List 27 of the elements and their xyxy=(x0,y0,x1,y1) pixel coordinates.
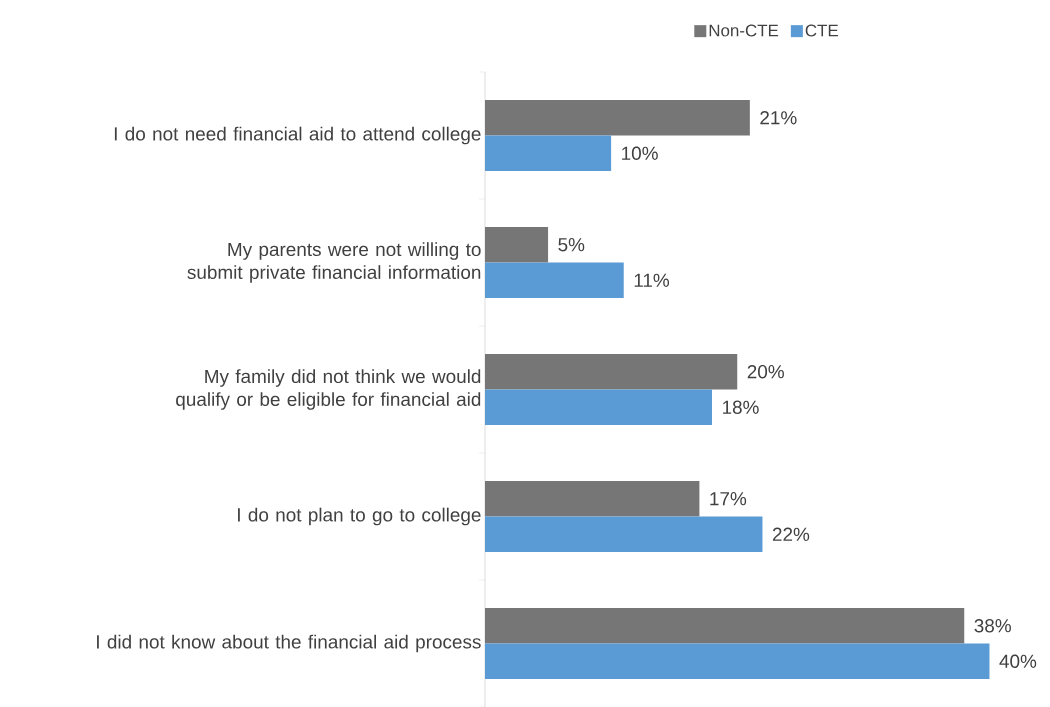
data-label: 5% xyxy=(558,238,585,252)
legend-label: CTE xyxy=(805,24,838,37)
data-label: 21% xyxy=(760,111,797,125)
bar xyxy=(485,389,713,426)
data-label: 40% xyxy=(999,654,1037,668)
data-label: 18% xyxy=(722,400,759,414)
data-label: 11% xyxy=(634,273,670,287)
bar xyxy=(485,262,624,299)
bar xyxy=(485,643,990,680)
y-tick-label: I do not plan to go to college xyxy=(238,507,481,526)
bar xyxy=(485,480,700,517)
data-label: 20% xyxy=(747,365,784,379)
bar xyxy=(485,607,965,644)
y-tick-label: I do not need financial aid to attend college xyxy=(114,126,481,145)
data-label: 10% xyxy=(622,146,658,160)
legend-label: Non-CTE xyxy=(709,24,779,37)
y-tick-label: I did not know about the financial aid process xyxy=(97,634,481,653)
bar xyxy=(485,99,750,136)
bar xyxy=(485,226,549,263)
data-label: 38% xyxy=(974,619,1011,633)
bar xyxy=(485,135,612,172)
data-label: 17% xyxy=(710,492,747,506)
data-label: 22% xyxy=(772,527,810,541)
bar xyxy=(485,516,763,553)
bar xyxy=(485,353,738,390)
y-tick-label: My parents were not willing to submit private financial information xyxy=(187,242,481,283)
y-tick-label: My family did not think we would qualify or be eligible for financial aid xyxy=(176,369,481,410)
